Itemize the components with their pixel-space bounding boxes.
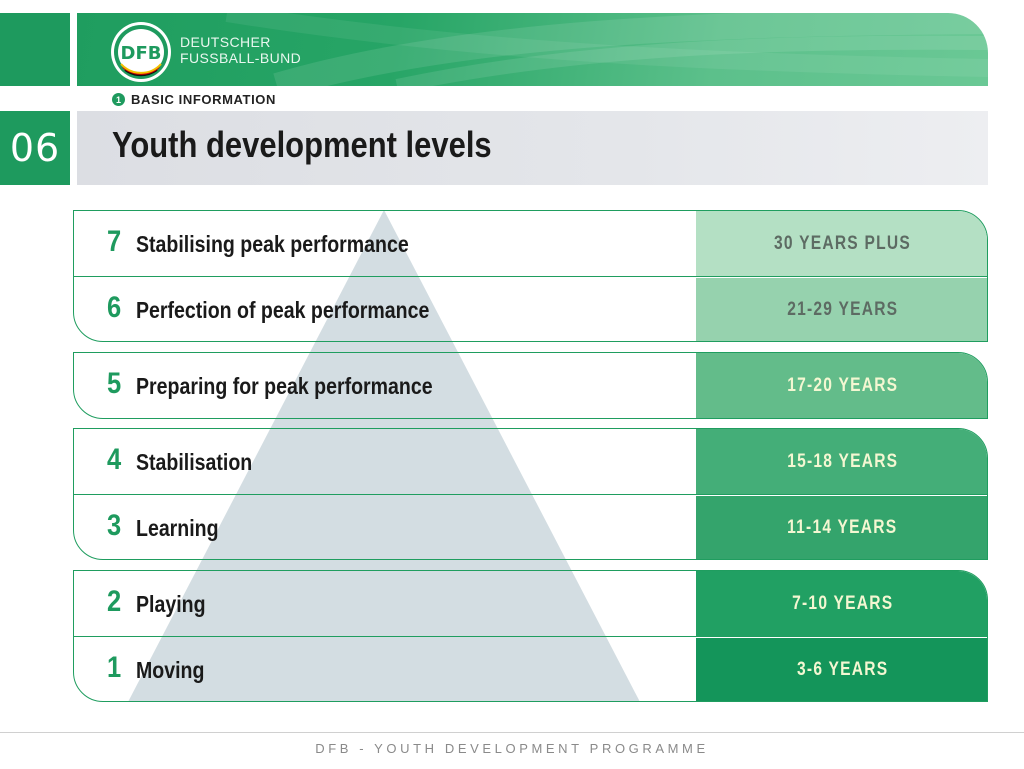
level-row-3: 3 Learning 11-14 YEARS <box>74 494 987 559</box>
level-number: 6 <box>107 291 122 324</box>
level-age-badge: 30 YEARS PLUS <box>696 211 987 276</box>
pyramid-graphic <box>128 210 640 702</box>
section-label: 1 BASIC INFORMATION <box>112 92 276 107</box>
level-group-preparing: 5 Preparing for peak performance 17-20 Y… <box>73 352 988 419</box>
level-age-badge: 7-10 YEARS <box>696 571 987 636</box>
header-swoosh <box>225 13 988 86</box>
footer-text: DFB - YOUTH DEVELOPMENT PROGRAMME <box>315 741 709 756</box>
title-bar <box>77 111 988 185</box>
level-age-badge: 3-6 YEARS <box>696 638 987 701</box>
level-row-5: 5 Preparing for peak performance 17-20 Y… <box>74 353 987 418</box>
brand-name: DEUTSCHER FUSSBALL-BUND <box>180 34 301 66</box>
level-row-4: 4 Stabilisation 15-18 YEARS <box>74 429 987 494</box>
dfb-logo: DFB <box>109 20 173 84</box>
level-label: Moving <box>136 657 205 683</box>
level-label: Playing <box>136 591 206 617</box>
level-label: Stabilising peak performance <box>136 231 409 257</box>
level-number: 3 <box>107 509 122 542</box>
level-row-7: 7 Stabilising peak performance 30 YEARS … <box>74 211 987 276</box>
footer-divider <box>0 732 1024 733</box>
level-number: 5 <box>107 367 122 400</box>
level-number: 2 <box>107 585 122 618</box>
header-band <box>77 13 988 86</box>
level-label: Preparing for peak performance <box>136 373 433 399</box>
section-number-badge: 1 <box>112 93 125 106</box>
level-row-2: 2 Playing 7-10 YEARS <box>74 571 987 636</box>
level-row-6: 6 Perfection of peak performance 21-29 Y… <box>74 276 987 341</box>
level-group-training: 4 Stabilisation 15-18 YEARS 3 Learning 1… <box>73 428 988 560</box>
level-number: 7 <box>107 225 122 258</box>
level-age-badge: 15-18 YEARS <box>696 429 987 494</box>
level-number: 4 <box>107 443 122 476</box>
level-row-1: 1 Moving 3-6 YEARS <box>74 636 987 701</box>
brand-line-1: DEUTSCHER <box>180 34 271 50</box>
svg-text:DFB: DFB <box>121 43 162 64</box>
section-label-text: BASIC INFORMATION <box>131 92 277 107</box>
level-age-badge: 11-14 YEARS <box>696 496 987 559</box>
level-group-basic: 2 Playing 7-10 YEARS 1 Moving 3-6 YEARS <box>73 570 988 702</box>
level-label: Learning <box>136 515 219 541</box>
level-label: Perfection of peak performance <box>136 297 430 323</box>
level-age-badge: 17-20 YEARS <box>696 353 987 418</box>
level-label: Stabilisation <box>136 449 253 475</box>
level-age-badge: 21-29 YEARS <box>696 278 987 341</box>
page-number: 06 <box>0 111 70 185</box>
level-group-peak: 7 Stabilising peak performance 30 YEARS … <box>73 210 988 342</box>
left-accent-tab <box>0 13 70 86</box>
page-title: Youth development levels <box>112 124 492 165</box>
brand-line-2: FUSSBALL-BUND <box>180 50 302 66</box>
level-number: 1 <box>107 651 122 684</box>
